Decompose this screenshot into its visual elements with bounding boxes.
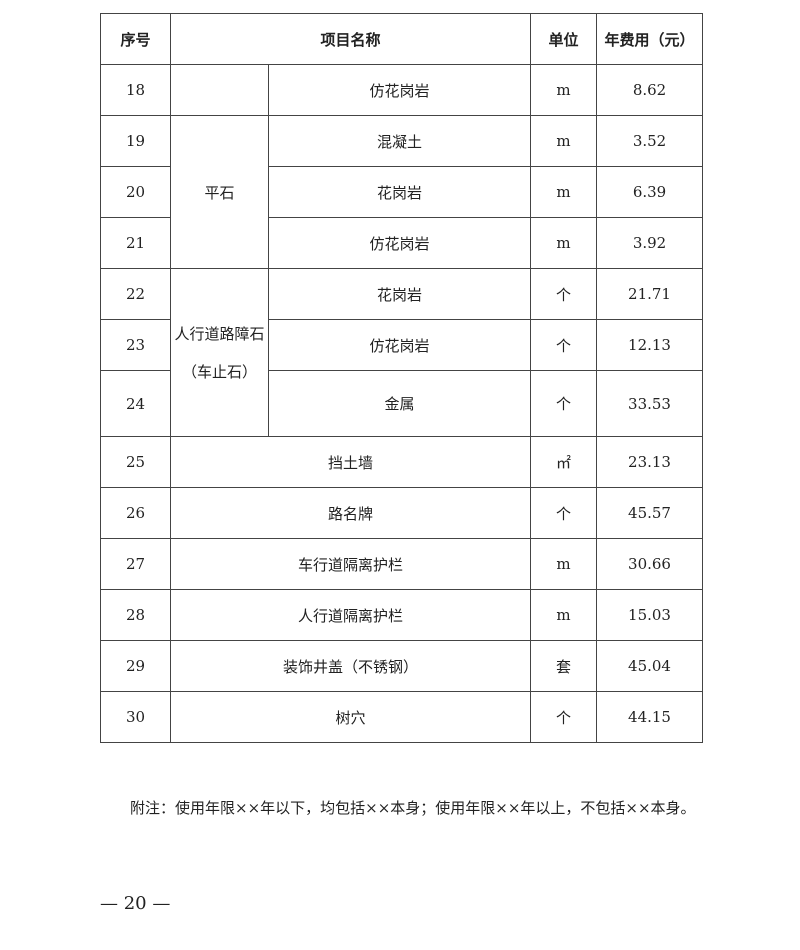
table-row: 26 路名牌 个 45.57 bbox=[100, 487, 704, 539]
cell-fee: 45.57 bbox=[596, 487, 704, 539]
header-fee: 年费用（元） bbox=[596, 13, 704, 65]
cell-no: 26 bbox=[100, 487, 171, 539]
cell-name: 树穴 bbox=[169, 691, 532, 743]
cell-name: 仿花岗岩 bbox=[267, 64, 532, 116]
cell-no: 29 bbox=[100, 640, 171, 692]
cell-unit: m bbox=[530, 217, 598, 269]
table-row: 29 装饰井盖（不锈钢） 套 45.04 bbox=[100, 640, 704, 692]
cell-fee: 12.13 bbox=[596, 319, 704, 371]
cell-name: 车行道隔离护栏 bbox=[169, 538, 532, 590]
cell-no: 21 bbox=[100, 217, 171, 269]
cell-no: 25 bbox=[100, 436, 171, 488]
table-row: 21 仿花岗岩 m 3.92 bbox=[100, 217, 704, 269]
cell-name: 花岗岩 bbox=[267, 268, 532, 320]
cell-unit: m bbox=[530, 589, 598, 641]
cell-no: 20 bbox=[100, 166, 171, 218]
cell-name: 人行道隔离护栏 bbox=[169, 589, 532, 641]
table-row: 24 金属 个 33.53 bbox=[100, 370, 704, 437]
cell-no: 28 bbox=[100, 589, 171, 641]
cell-unit: m bbox=[530, 64, 598, 116]
cell-fee: 44.15 bbox=[596, 691, 704, 743]
cell-fee: 8.62 bbox=[596, 64, 704, 116]
cell-name: 挡土墙 bbox=[169, 436, 532, 488]
cell-unit: m bbox=[530, 166, 598, 218]
cell-unit: 个 bbox=[530, 370, 598, 437]
cell-no: 18 bbox=[100, 64, 171, 116]
cell-unit: ㎡ bbox=[530, 436, 598, 488]
cell-fee: 30.66 bbox=[596, 538, 704, 590]
table-row: 23 仿花岗岩 个 12.13 bbox=[100, 319, 704, 371]
table-row: 28 人行道隔离护栏 m 15.03 bbox=[100, 589, 704, 641]
cell-unit: 个 bbox=[530, 691, 598, 743]
cell-unit: m bbox=[530, 538, 598, 590]
cell-unit: 个 bbox=[530, 319, 598, 371]
cell-no: 24 bbox=[100, 370, 171, 437]
table-row: 20 花岗岩 m 6.39 bbox=[100, 166, 704, 218]
page-number: — 20 — bbox=[100, 893, 171, 914]
cell-no: 22 bbox=[100, 268, 171, 320]
cell-fee: 23.13 bbox=[596, 436, 704, 488]
table-row: 25 挡土墙 ㎡ 23.13 bbox=[100, 436, 704, 488]
cell-unit: 套 bbox=[530, 640, 598, 692]
header-unit: 单位 bbox=[530, 13, 598, 65]
cell-fee: 3.92 bbox=[596, 217, 704, 269]
table-row: 19 平石 混凝土 m 3.52 bbox=[100, 115, 704, 269]
table-header: 序号 项目名称 单位 年费用（元） bbox=[100, 13, 704, 65]
cell-name: 路名牌 bbox=[169, 487, 532, 539]
cell-group bbox=[170, 64, 269, 116]
cell-name: 仿花岗岩 bbox=[267, 217, 532, 269]
cell-fee: 21.71 bbox=[596, 268, 704, 320]
cell-name: 装饰井盖（不锈钢） bbox=[169, 640, 532, 692]
cell-fee: 15.03 bbox=[596, 589, 704, 641]
cell-fee: 33.53 bbox=[596, 370, 704, 437]
fee-table: 序号 项目名称 单位 年费用（元） 18 仿花岗岩 m 8.62 19 平石 混… bbox=[100, 13, 704, 743]
cell-fee: 3.52 bbox=[596, 115, 704, 167]
cell-name: 混凝土 bbox=[267, 115, 532, 167]
header-no: 序号 bbox=[100, 13, 171, 65]
cell-group: 人行道路障石（车止石） bbox=[170, 268, 269, 437]
cell-name: 仿花岗岩 bbox=[267, 319, 532, 371]
footnote: 附注：使用年限××年以下，均包括××本身；使用年限××年以上，不包括××本身。 bbox=[130, 799, 696, 817]
cell-unit: m bbox=[530, 115, 598, 167]
cell-no: 23 bbox=[100, 319, 171, 371]
table-row: 22 人行道路障石（车止石） 花岗岩 个 21.71 bbox=[100, 268, 704, 437]
table-row: 27 车行道隔离护栏 m 30.66 bbox=[100, 538, 704, 590]
cell-fee: 6.39 bbox=[596, 166, 704, 218]
table-row: 30 树穴 个 44.15 bbox=[100, 691, 704, 743]
header-name: 项目名称 bbox=[169, 13, 532, 65]
cell-name: 花岗岩 bbox=[267, 166, 532, 218]
cell-group: 平石 bbox=[170, 115, 269, 269]
cell-no: 30 bbox=[100, 691, 171, 743]
cell-no: 19 bbox=[100, 115, 171, 167]
cell-unit: 个 bbox=[530, 487, 598, 539]
cell-no: 27 bbox=[100, 538, 171, 590]
cell-unit: 个 bbox=[530, 268, 598, 320]
table-row: 18 仿花岗岩 m 8.62 bbox=[100, 64, 704, 116]
cell-name: 金属 bbox=[267, 370, 532, 437]
cell-fee: 45.04 bbox=[596, 640, 704, 692]
